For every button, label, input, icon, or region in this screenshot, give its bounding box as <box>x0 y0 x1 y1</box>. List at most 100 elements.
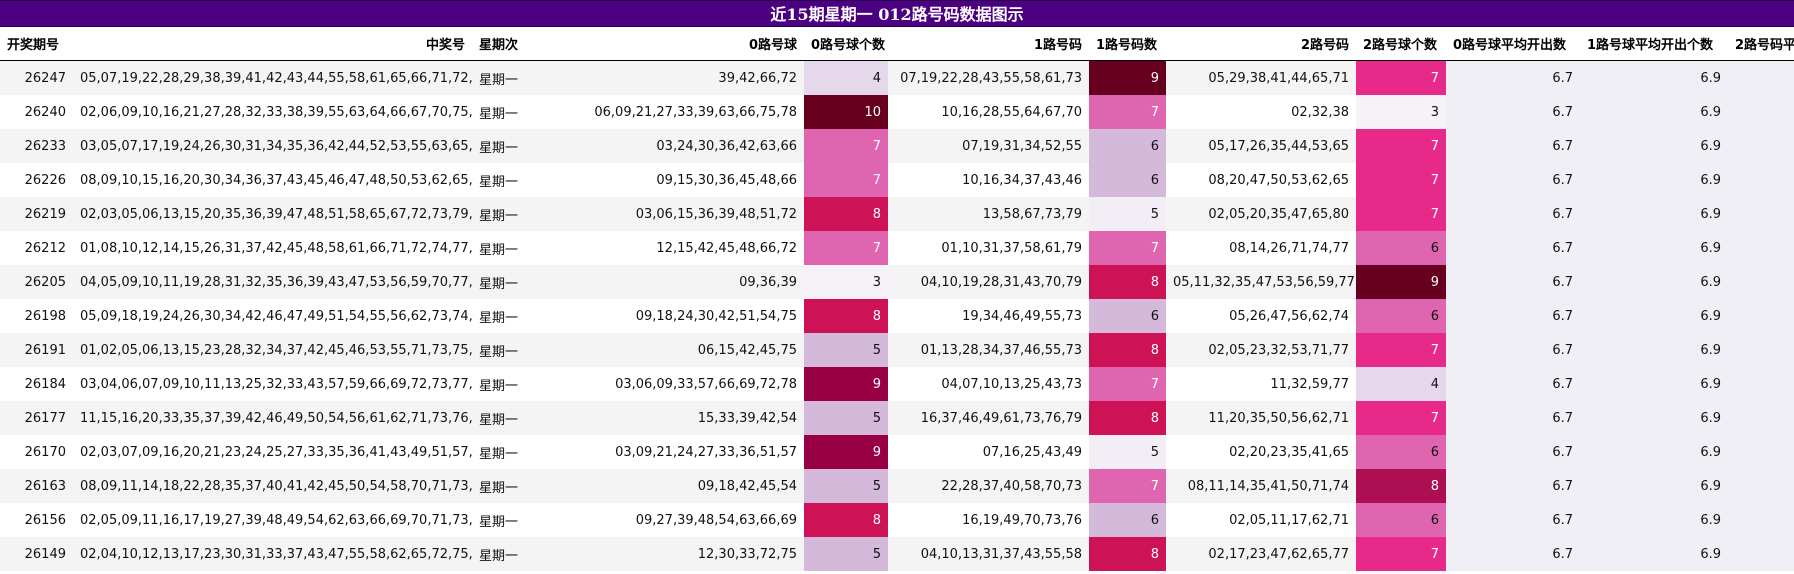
cell-weekday: 星期一 <box>472 95 536 129</box>
cell-route1-avg: 6.9 <box>1580 95 1728 129</box>
cell-issue: 26156 <box>0 503 73 537</box>
table-row: 26184 03,04,06,07,09,10,11,13,25,32,33,43… <box>0 367 1794 401</box>
cell-numbers: 05,09,18,19,24,26,30,34,42,46,47,49,51,5… <box>73 299 472 333</box>
cell-weekday: 星期一 <box>472 299 536 333</box>
cell-issue: 26198 <box>0 299 73 333</box>
table-row: 26163 08,09,11,14,18,22,28,35,37,40,41,42… <box>0 469 1794 503</box>
cell-route2-count: 3 <box>1356 95 1446 129</box>
cell-route2: 05,26,47,56,62,74 <box>1166 299 1356 333</box>
cell-numbers: 01,08,10,12,14,15,26,31,37,42,45,48,58,6… <box>73 231 472 265</box>
cell-route2-avg: 6.5 <box>1728 469 1794 503</box>
cell-issue: 26149 <box>0 537 73 571</box>
cell-weekday: 星期一 <box>472 333 536 367</box>
cell-route0-avg: 6.7 <box>1446 197 1580 231</box>
cell-route0-count: 5 <box>804 469 888 503</box>
col-header-numbers: 中奖号 <box>73 27 472 61</box>
cell-route0-avg: 6.7 <box>1446 231 1580 265</box>
cell-route2-avg: 6.5 <box>1728 265 1794 299</box>
cell-route1-count: 7 <box>1089 469 1166 503</box>
cell-route0: 06,15,42,45,75 <box>536 333 804 367</box>
cell-route1-count: 6 <box>1089 299 1166 333</box>
cell-numbers: 08,09,11,14,18,22,28,35,37,40,41,42,45,5… <box>73 469 472 503</box>
cell-issue: 26170 <box>0 435 73 469</box>
cell-route0-avg: 6.7 <box>1446 503 1580 537</box>
cell-route1-count: 9 <box>1089 60 1166 95</box>
cell-numbers: 03,04,06,07,09,10,11,13,25,32,33,43,57,5… <box>73 367 472 401</box>
cell-route0-avg: 6.7 <box>1446 537 1580 571</box>
cell-numbers: 02,03,05,06,13,15,20,35,36,39,47,48,51,5… <box>73 197 472 231</box>
cell-route2: 11,20,35,50,56,62,71 <box>1166 401 1356 435</box>
col-header-route0-count: 0路号球个数 <box>804 27 888 61</box>
cell-issue: 26226 <box>0 163 73 197</box>
cell-route1-count: 7 <box>1089 95 1166 129</box>
cell-route0-avg: 6.7 <box>1446 367 1580 401</box>
header-row: 开奖期号 中奖号 星期次 0路号球 0路号球个数 1路号码 1路号码数 2路号码… <box>0 27 1794 61</box>
cell-route0-avg: 6.7 <box>1446 401 1580 435</box>
table-row: 26170 02,03,07,09,16,20,21,23,24,25,27,33… <box>0 435 1794 469</box>
cell-route1-count: 5 <box>1089 435 1166 469</box>
cell-route2-avg: 6.5 <box>1728 129 1794 163</box>
cell-route1-avg: 6.9 <box>1580 163 1728 197</box>
cell-route1: 07,19,22,28,43,55,58,61,73 <box>888 60 1089 95</box>
cell-route2: 08,14,26,71,74,77 <box>1166 231 1356 265</box>
cell-weekday: 星期一 <box>472 435 536 469</box>
col-header-weekday: 星期次 <box>472 27 536 61</box>
cell-route1: 04,07,10,13,25,43,73 <box>888 367 1089 401</box>
cell-weekday: 星期一 <box>472 163 536 197</box>
cell-route0: 09,18,42,45,54 <box>536 469 804 503</box>
cell-route1-count: 7 <box>1089 231 1166 265</box>
cell-numbers: 02,06,09,10,16,21,27,28,32,33,38,39,55,6… <box>73 95 472 129</box>
cell-route2: 02,17,23,47,62,65,77 <box>1166 537 1356 571</box>
cell-route0-count: 8 <box>804 197 888 231</box>
cell-route2-avg: 6.5 <box>1728 435 1794 469</box>
cell-route0-avg: 6.7 <box>1446 333 1580 367</box>
cell-numbers: 04,05,09,10,11,19,28,31,32,35,36,39,43,4… <box>73 265 472 299</box>
cell-route0-count: 4 <box>804 60 888 95</box>
cell-issue: 26219 <box>0 197 73 231</box>
cell-route2-avg: 6.5 <box>1728 231 1794 265</box>
table-body: 26247 05,07,19,22,28,29,38,39,41,42,43,44… <box>0 60 1794 571</box>
cell-numbers: 02,04,10,12,13,17,23,30,31,33,37,43,47,5… <box>73 537 472 571</box>
cell-weekday: 星期一 <box>472 129 536 163</box>
cell-route1-avg: 6.9 <box>1580 503 1728 537</box>
cell-route1: 10,16,34,37,43,46 <box>888 163 1089 197</box>
cell-route1: 04,10,19,28,31,43,70,79 <box>888 265 1089 299</box>
cell-issue: 26205 <box>0 265 73 299</box>
cell-route2: 02,32,38 <box>1166 95 1356 129</box>
table-row: 26149 02,04,10,12,13,17,23,30,31,33,37,43… <box>0 537 1794 571</box>
cell-route1-count: 8 <box>1089 537 1166 571</box>
cell-route0: 12,15,42,45,48,66,72 <box>536 231 804 265</box>
cell-route0: 09,15,30,36,45,48,66 <box>536 163 804 197</box>
cell-route1-count: 6 <box>1089 503 1166 537</box>
cell-route1-count: 8 <box>1089 265 1166 299</box>
cell-issue: 26212 <box>0 231 73 265</box>
table-row: 26226 08,09,10,15,16,20,30,34,36,37,43,45… <box>0 163 1794 197</box>
cell-route2-count: 6 <box>1356 503 1446 537</box>
cell-route2-avg: 6.5 <box>1728 333 1794 367</box>
cell-route0-count: 5 <box>804 401 888 435</box>
cell-weekday: 星期一 <box>472 265 536 299</box>
cell-route2-avg: 6.5 <box>1728 537 1794 571</box>
cell-route1-avg: 6.9 <box>1580 197 1728 231</box>
cell-route2-count: 7 <box>1356 537 1446 571</box>
table-row: 26177 11,15,16,20,33,35,37,39,42,46,49,50… <box>0 401 1794 435</box>
cell-issue: 26233 <box>0 129 73 163</box>
cell-numbers: 05,07,19,22,28,29,38,39,41,42,43,44,55,5… <box>73 60 472 95</box>
cell-route0: 12,30,33,72,75 <box>536 537 804 571</box>
cell-issue: 26191 <box>0 333 73 367</box>
chart-title: 近15期星期一 012路号码数据图示 <box>0 0 1794 27</box>
cell-route1-avg: 6.9 <box>1580 537 1728 571</box>
cell-route0-avg: 6.7 <box>1446 469 1580 503</box>
cell-route2: 02,20,23,35,41,65 <box>1166 435 1356 469</box>
cell-weekday: 星期一 <box>472 537 536 571</box>
cell-route2-avg: 6.5 <box>1728 503 1794 537</box>
cell-route0-avg: 6.7 <box>1446 435 1580 469</box>
cell-route1: 16,37,46,49,61,73,76,79 <box>888 401 1089 435</box>
table-row: 26198 05,09,18,19,24,26,30,34,42,46,47,49… <box>0 299 1794 333</box>
cell-route0: 09,27,39,48,54,63,66,69 <box>536 503 804 537</box>
cell-route1: 07,19,31,34,52,55 <box>888 129 1089 163</box>
cell-route2-count: 6 <box>1356 231 1446 265</box>
cell-weekday: 星期一 <box>472 401 536 435</box>
cell-route0-avg: 6.7 <box>1446 60 1580 95</box>
cell-route1-avg: 6.9 <box>1580 299 1728 333</box>
